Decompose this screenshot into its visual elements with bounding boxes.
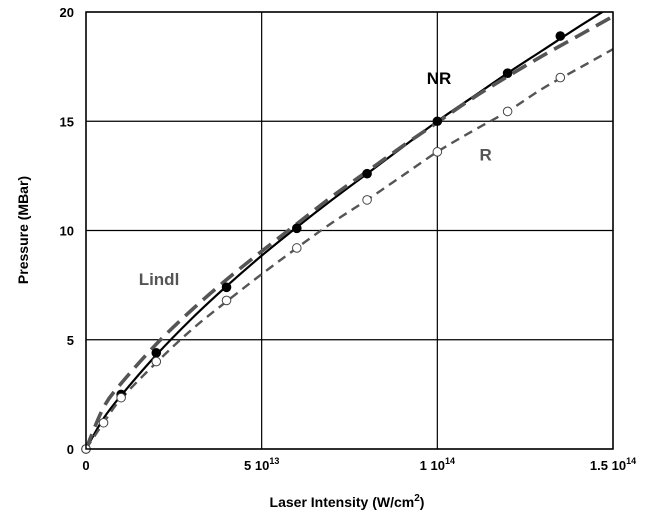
series-labels: NR R Lindl xyxy=(139,69,492,289)
series-line-nr xyxy=(86,12,605,449)
data-point-r-5 xyxy=(292,243,302,253)
data-point-nr-3 xyxy=(221,282,232,293)
data-point-r-2 xyxy=(116,392,126,403)
series-label-r: R xyxy=(479,146,491,165)
data-markers xyxy=(81,31,566,454)
y-tick-label-4: 20 xyxy=(60,5,74,20)
data-point-r-6 xyxy=(362,195,372,205)
data-point-r-1 xyxy=(98,417,109,428)
series-line-r xyxy=(86,48,613,449)
y-tick-label-1: 5 xyxy=(67,333,74,348)
series-label-nr: NR xyxy=(427,69,452,88)
data-point-nr-5 xyxy=(362,168,372,179)
data-point-nr-6 xyxy=(432,116,443,127)
series-curves xyxy=(86,12,613,449)
data-point-r-4 xyxy=(221,295,232,306)
data-point-r-7 xyxy=(432,147,443,157)
series-line-lindl xyxy=(86,14,613,449)
data-point-nr-8 xyxy=(555,31,566,41)
data-point-r-3 xyxy=(151,356,162,367)
x-tick-label-3: 1.5 1014 xyxy=(590,456,636,473)
y-tick-label-0: 0 xyxy=(67,442,74,457)
data-point-nr-7 xyxy=(502,68,513,78)
y-tick-label-2: 10 xyxy=(60,224,74,239)
y-axis-label: Pressure (MBar) xyxy=(15,176,31,284)
x-tick-label-2: 1 1014 xyxy=(420,456,455,473)
x-tick-label-1: 5 1013 xyxy=(244,456,279,473)
data-point-r-9 xyxy=(555,72,566,83)
series-label-lindl: Lindl xyxy=(139,270,180,289)
data-point-r-8 xyxy=(502,106,513,117)
x-tick-label-0: 0 xyxy=(82,458,89,473)
plot-frame xyxy=(85,11,614,450)
data-point-nr-2 xyxy=(151,348,162,358)
x-axis-label: Laser Intensity (W/cm2) xyxy=(270,493,425,510)
grid xyxy=(85,11,614,450)
tick-labels: 0 5 1013 1 1014 1.5 1014 0 5 10 15 20 xyxy=(60,5,637,473)
y-tick-label-3: 15 xyxy=(60,114,74,129)
data-point-nr-4 xyxy=(292,223,302,234)
